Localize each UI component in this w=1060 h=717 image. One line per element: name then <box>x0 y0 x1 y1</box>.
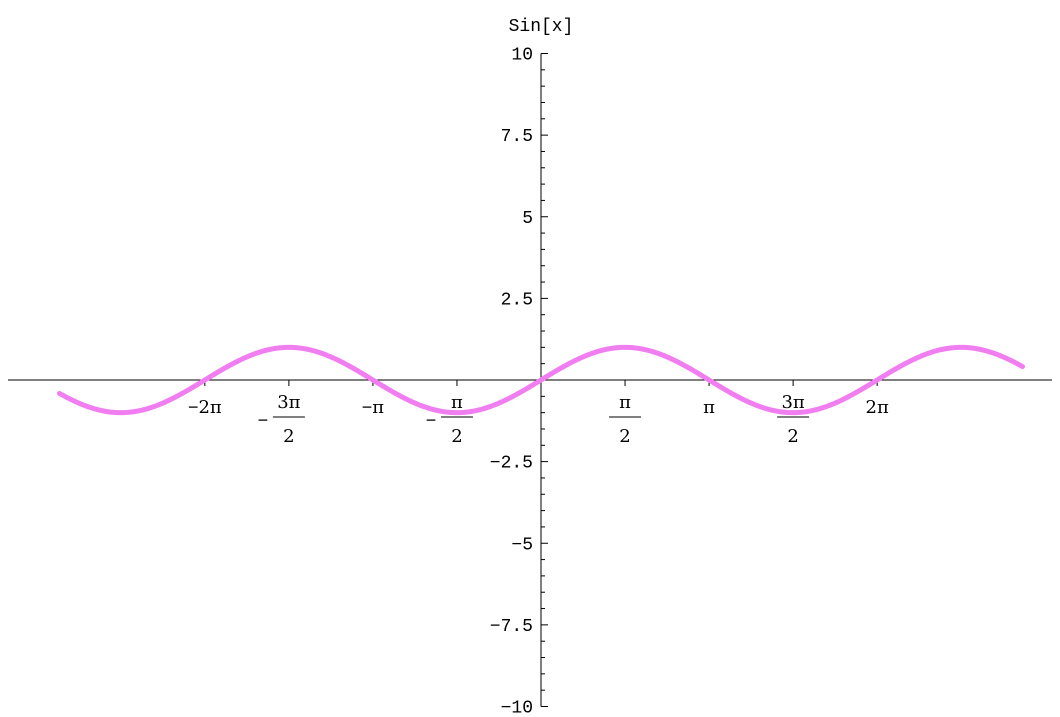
y-ticks: 10 7.5 5 2.5 −2.5 −5 −7.5 −10 <box>490 46 548 717</box>
y-tick-label: −2.5 <box>490 454 533 474</box>
y-tick-label: 7.5 <box>501 127 533 147</box>
y-tick-label: −5 <box>511 535 533 555</box>
x-tick-numerator: π <box>619 392 631 413</box>
x-tick-text: 2π <box>198 397 221 418</box>
x-tick-label: −2π <box>188 397 222 418</box>
x-tick-numerator: π <box>451 392 463 413</box>
x-tick-denominator: 2 <box>787 426 798 447</box>
axes <box>8 53 1052 707</box>
x-tick-label: −π <box>362 397 385 418</box>
y-tick-label: −7.5 <box>490 617 533 637</box>
x-tick-denominator: 2 <box>283 426 294 447</box>
x-tick-sign: − <box>362 397 373 417</box>
y-tick-label: 10 <box>511 46 533 66</box>
y-tick-label: 2.5 <box>501 290 533 310</box>
y-tick-label: −10 <box>501 699 533 717</box>
x-tick-sign: − <box>258 410 269 430</box>
x-tick-sign: − <box>426 410 437 430</box>
x-tick-sign: − <box>188 397 199 417</box>
x-tick-text: 2π <box>866 397 889 418</box>
y-tick-label: 5 <box>522 209 533 229</box>
x-tick-label: π <box>703 397 715 418</box>
x-tick-denominator: 2 <box>619 426 630 447</box>
x-tick-numerator: 3π <box>277 392 300 413</box>
x-tick-label: 2π <box>866 397 889 418</box>
sine-series-line <box>57 344 1025 416</box>
x-tick-text: π <box>703 397 715 418</box>
x-tick-denominator: 2 <box>451 426 462 447</box>
y-axis-label: Sin[x] <box>509 17 574 37</box>
x-tick-numerator: 3π <box>781 392 804 413</box>
x-tick-text: π <box>372 397 384 418</box>
